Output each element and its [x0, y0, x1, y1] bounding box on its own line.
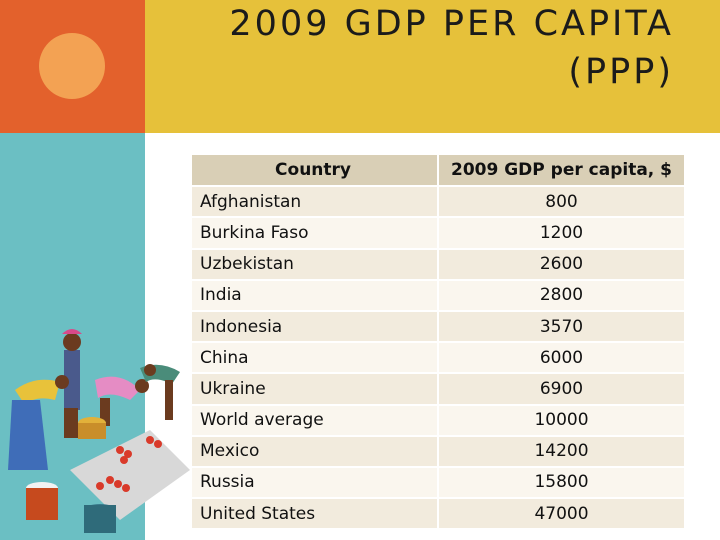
title-line-1: 2009 GDP PER CAPITA: [229, 4, 674, 44]
gdp-value-cell: 1200: [438, 217, 684, 249]
header-gdp: 2009 GDP per capita, $: [438, 155, 684, 187]
table-row: Uzbekistan 2600: [192, 248, 684, 280]
table-row: China 6000: [192, 342, 684, 374]
table-row: Burkina Faso 1200: [192, 217, 684, 249]
title-band: [145, 0, 720, 133]
country-cell: Afghanistan: [192, 186, 439, 218]
market-women-illustration: [8, 329, 190, 533]
table-row: Ukraine 6900: [192, 373, 684, 405]
gdp-value-cell: 10000: [438, 404, 684, 436]
gdp-value-cell: 3570: [438, 310, 684, 343]
country-cell: United States: [192, 498, 439, 530]
table-row: Indonesia 3570: [192, 310, 684, 343]
title-line-2: (PPP): [568, 52, 674, 92]
country-cell: India: [192, 279, 439, 311]
gdp-value-cell: 2800: [438, 279, 684, 311]
gdp-table: Country 2009 GDP per capita, $ Afghanist…: [192, 155, 684, 530]
gdp-value-cell: 6000: [438, 342, 684, 374]
table-header-row: Country 2009 GDP per capita, $: [192, 155, 684, 187]
gdp-value-cell: 14200: [438, 435, 684, 467]
country-cell: Russia: [192, 466, 439, 499]
country-cell: Uzbekistan: [192, 248, 439, 280]
table-row: India 2800: [192, 279, 684, 311]
slide-title: 2009 GDP PER CAPITA (PPP): [229, 0, 674, 96]
country-cell: Mexico: [192, 435, 439, 467]
gdp-value-cell: 47000: [438, 498, 684, 530]
orange-corner-block: [0, 0, 145, 133]
gdp-value-cell: 2600: [438, 248, 684, 280]
country-cell: Ukraine: [192, 373, 439, 405]
country-cell: China: [192, 342, 439, 374]
gdp-value-cell: 6900: [438, 373, 684, 405]
table-row: Afghanistan 800: [192, 186, 684, 218]
gdp-value-cell: 800: [438, 186, 684, 218]
table-row: World average 10000: [192, 404, 684, 436]
table-row: Mexico 14200: [192, 435, 684, 467]
circle-decoration: [39, 33, 105, 99]
country-cell: Indonesia: [192, 310, 439, 343]
header-country: Country: [192, 155, 439, 187]
country-cell: World average: [192, 404, 439, 436]
country-cell: Burkina Faso: [192, 217, 439, 249]
table-row: United States 47000: [192, 498, 684, 530]
table-row: Russia 15800: [192, 466, 684, 499]
gdp-value-cell: 15800: [438, 466, 684, 499]
table-body: Afghanistan 800 Burkina Faso 1200 Uzbekistan…: [192, 186, 684, 530]
